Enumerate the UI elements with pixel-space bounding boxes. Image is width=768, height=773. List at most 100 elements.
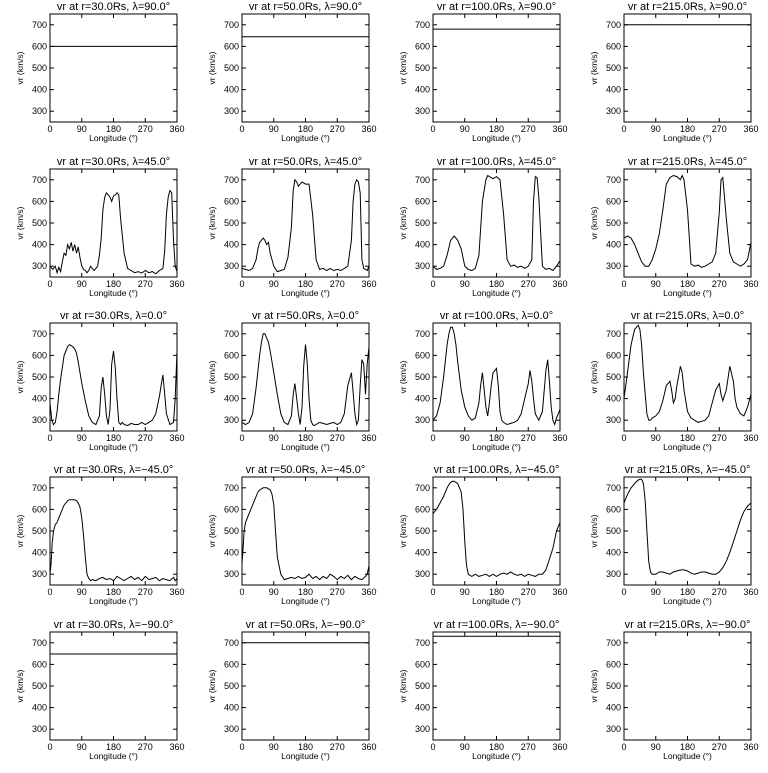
x-tick-label: 270 [712, 433, 727, 443]
y-axis-label: vr (km/s) [15, 514, 25, 547]
y-tick-label: 600 [606, 41, 621, 51]
plot-frame [49, 168, 178, 278]
y-tick-label: 300 [32, 106, 47, 116]
y-tick-label: 700 [415, 483, 430, 493]
plot-frame [623, 631, 752, 741]
series-line [50, 499, 177, 582]
y-tick-label: 700 [32, 638, 47, 648]
y-tick-label: 600 [415, 196, 430, 206]
x-axis-label: Longitude (°) [89, 751, 138, 761]
x-tick-label: 270 [521, 124, 536, 134]
x-tick-label: 90 [269, 742, 279, 752]
panel-2: vr at r=50.0Rs, λ=90.0° 0 90 180 270 360 300 40… [207, 1, 377, 143]
y-axis-label: vr (km/s) [398, 206, 408, 239]
y-axis-label: vr (km/s) [589, 51, 599, 84]
y-tick-label: 500 [32, 218, 47, 228]
x-tick-label: 360 [361, 279, 376, 289]
y-axis-label: vr (km/s) [589, 669, 599, 702]
y-tick-label: 400 [606, 394, 621, 404]
y-tick-label: 500 [415, 63, 430, 73]
x-axis-label: Longitude (°) [89, 288, 138, 298]
x-tick-label: 0 [239, 124, 244, 134]
x-tick-label: 270 [138, 742, 153, 752]
y-tick-label: 300 [224, 261, 239, 271]
series-line [50, 189, 177, 275]
series-line [624, 324, 751, 423]
series-line [433, 326, 560, 427]
y-tick-label: 500 [606, 372, 621, 382]
x-tick-label: 180 [680, 124, 695, 134]
y-tick-label: 400 [32, 240, 47, 250]
x-tick-label: 180 [489, 587, 504, 597]
panel-1: vr at r=30.0Rs, λ=90.0° 0 90 180 270 360 300 40… [15, 1, 185, 143]
x-tick-label: 90 [460, 587, 470, 597]
x-tick-label: 360 [169, 124, 184, 134]
y-axis-label: vr (km/s) [589, 206, 599, 239]
y-axis-label: vr (km/s) [207, 206, 217, 239]
y-tick-label: 600 [32, 196, 47, 206]
x-tick-label: 90 [77, 124, 87, 134]
x-tick-label: 90 [77, 587, 87, 597]
x-tick-label: 0 [239, 587, 244, 597]
x-tick-label: 360 [169, 433, 184, 443]
y-tick-label: 700 [606, 638, 621, 648]
y-tick-label: 700 [32, 329, 47, 339]
x-tick-label: 0 [47, 433, 52, 443]
plot-frame [623, 13, 752, 123]
y-axis-label: vr (km/s) [207, 51, 217, 84]
y-tick-label: 600 [224, 41, 239, 51]
y-tick-label: 500 [224, 526, 239, 536]
panel-title: vr at r=30.0Rs, λ=−45.0° [54, 464, 174, 476]
x-tick-label: 360 [552, 124, 567, 134]
y-tick-label: 400 [224, 85, 239, 95]
y-tick-label: 300 [32, 724, 47, 734]
x-tick-label: 0 [430, 742, 435, 752]
x-tick-label: 180 [489, 279, 504, 289]
x-tick-label: 180 [680, 433, 695, 443]
x-axis-label: Longitude (°) [663, 288, 712, 298]
x-tick-label: 180 [680, 742, 695, 752]
y-axis-label: vr (km/s) [398, 514, 408, 547]
y-tick-label: 300 [224, 569, 239, 579]
x-tick-label: 180 [106, 124, 121, 134]
panel-title: vr at r=100.0Rs, λ=−90.0° [434, 619, 560, 631]
x-tick-label: 270 [521, 433, 536, 443]
x-tick-label: 0 [621, 279, 626, 289]
x-tick-label: 0 [239, 433, 244, 443]
plot-frame [432, 13, 561, 123]
y-tick-label: 600 [606, 504, 621, 514]
y-tick-label: 700 [415, 329, 430, 339]
plot-frame [241, 631, 370, 741]
y-tick-label: 500 [224, 63, 239, 73]
y-tick-label: 600 [224, 504, 239, 514]
y-axis-label: vr (km/s) [398, 360, 408, 393]
panel-title: vr at r=30.0Rs, λ=0.0° [60, 310, 167, 322]
x-tick-label: 90 [269, 587, 279, 597]
y-tick-label: 300 [32, 261, 47, 271]
y-tick-label: 600 [224, 659, 239, 669]
x-tick-label: 270 [330, 587, 345, 597]
panel-17: vr at r=30.0Rs, λ=−90.0° 0 90 180 270 360 300 4… [15, 619, 185, 761]
x-tick-label: 90 [77, 279, 87, 289]
y-tick-label: 400 [415, 240, 430, 250]
plot-frame [241, 168, 370, 278]
panel-9: vr at r=30.0Rs, λ=0.0° 0 90 180 270 360 300 400… [15, 310, 185, 452]
panel-title: vr at r=30.0Rs, λ=45.0° [57, 156, 170, 168]
y-tick-label: 400 [415, 85, 430, 95]
plot-frame [49, 631, 178, 741]
y-tick-label: 300 [606, 415, 621, 425]
panel-title: vr at r=30.0Rs, λ=−90.0° [54, 619, 174, 631]
x-tick-label: 0 [430, 279, 435, 289]
x-tick-label: 270 [138, 433, 153, 443]
x-axis-label: Longitude (°) [281, 751, 330, 761]
y-tick-label: 500 [224, 681, 239, 691]
x-tick-label: 0 [430, 124, 435, 134]
y-tick-label: 300 [415, 106, 430, 116]
y-axis-label: vr (km/s) [589, 360, 599, 393]
y-tick-label: 500 [415, 372, 430, 382]
plot-frame [49, 476, 178, 586]
x-tick-label: 90 [651, 279, 661, 289]
y-tick-label: 400 [415, 394, 430, 404]
series-line [242, 487, 369, 581]
